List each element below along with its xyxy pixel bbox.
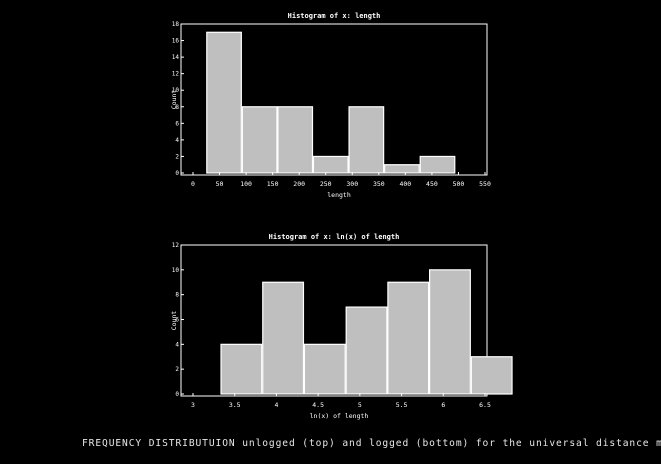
x-axis-label: ln(x) of length [310, 412, 369, 420]
y-tick-label-0: 0 [175, 391, 179, 398]
x-tick-label-4: 5 [358, 401, 362, 409]
chart-title: Histogram of x: ln(x) of length [269, 233, 400, 241]
y-tick-label-2: 4 [175, 137, 179, 144]
x-tick-label-10: 500 [453, 180, 465, 188]
x-tick-label-0: 3 [191, 401, 195, 409]
x-tick-label-7: 350 [373, 180, 385, 188]
histogram-bar-5 [429, 269, 471, 395]
y-tick-label-7: 14 [172, 54, 180, 61]
y-tick-label-0: 0 [175, 170, 179, 177]
x-tick-label-1: 50 [216, 180, 224, 188]
x-tick-label-9: 450 [426, 180, 438, 188]
histogram-bar-4 [348, 106, 385, 174]
x-tick-label-2: 4 [274, 401, 278, 409]
histogram-bar-3 [312, 155, 349, 174]
x-tick-label-3: 4.5 [312, 401, 324, 409]
histogram-bar-6 [419, 155, 456, 174]
histogram-bar-1 [241, 106, 278, 174]
y-tick-label-8: 16 [172, 38, 180, 45]
y-tick-label-6: 12 [172, 71, 180, 78]
x-tick-label-11: 550 [479, 180, 491, 188]
y-tick-label-6: 12 [172, 242, 180, 249]
x-tick-label-4: 200 [293, 180, 305, 188]
x-tick-label-5: 250 [320, 180, 332, 188]
y-tick-label-3: 6 [175, 317, 179, 324]
x-tick-label-7: 6.5 [479, 401, 491, 409]
x-tick-label-6: 6 [441, 401, 445, 409]
chart-title: Histogram of x: length [288, 12, 381, 20]
x-tick-label-6: 300 [346, 180, 358, 188]
y-tick-label-4: 8 [175, 104, 179, 111]
x-axis-label: length [327, 191, 351, 199]
x-tick-label-0: 0 [191, 180, 195, 188]
x-tick-label-3: 150 [267, 180, 279, 188]
histogram-bar-2 [303, 343, 346, 395]
y-tick-label-5: 10 [172, 87, 180, 94]
y-tick-label-1: 2 [175, 366, 179, 373]
histogram-length-panel: 0 2 4 6 8 10 12 14 16 18 0 50 100 150 200 250 300 350 400 4… [170, 12, 491, 199]
x-tick-label-1: 3.5 [229, 401, 241, 409]
y-axis-label: Count [170, 311, 178, 331]
histogram-bar-4 [387, 281, 430, 395]
histogram-bar-3 [345, 306, 388, 395]
histogram-bar-2 [277, 106, 314, 174]
histogram-bar-5 [384, 164, 420, 174]
y-tick-label-5: 10 [172, 267, 180, 274]
y-axis-label: Count [170, 90, 178, 110]
plot-frame [180, 23, 488, 176]
x-tick-label-2: 100 [240, 180, 252, 188]
histogram-bar-0 [206, 31, 242, 174]
figure-caption: FREQUENCY DISTRIBUTUION unlogged (top) a… [82, 438, 661, 449]
y-tick-label-9: 18 [172, 21, 180, 28]
histogram-bar-1 [262, 281, 305, 395]
y-tick-label-3: 6 [175, 120, 179, 127]
histogram-bar-6 [470, 356, 513, 395]
x-tick-label-5: 5.5 [396, 401, 408, 409]
y-tick-label-4: 8 [175, 292, 179, 299]
x-tick-label-8: 400 [399, 180, 411, 188]
y-tick-label-1: 2 [175, 153, 179, 160]
histogram-ln-length-panel: 0 2 4 6 8 10 12 3 3.5 4 4.5 5 5.5 6 6.5 Histogram of x:… [170, 233, 513, 420]
y-tick-label-2: 4 [175, 341, 179, 348]
plot-frame [180, 244, 488, 397]
histogram-bar-0 [220, 343, 263, 395]
